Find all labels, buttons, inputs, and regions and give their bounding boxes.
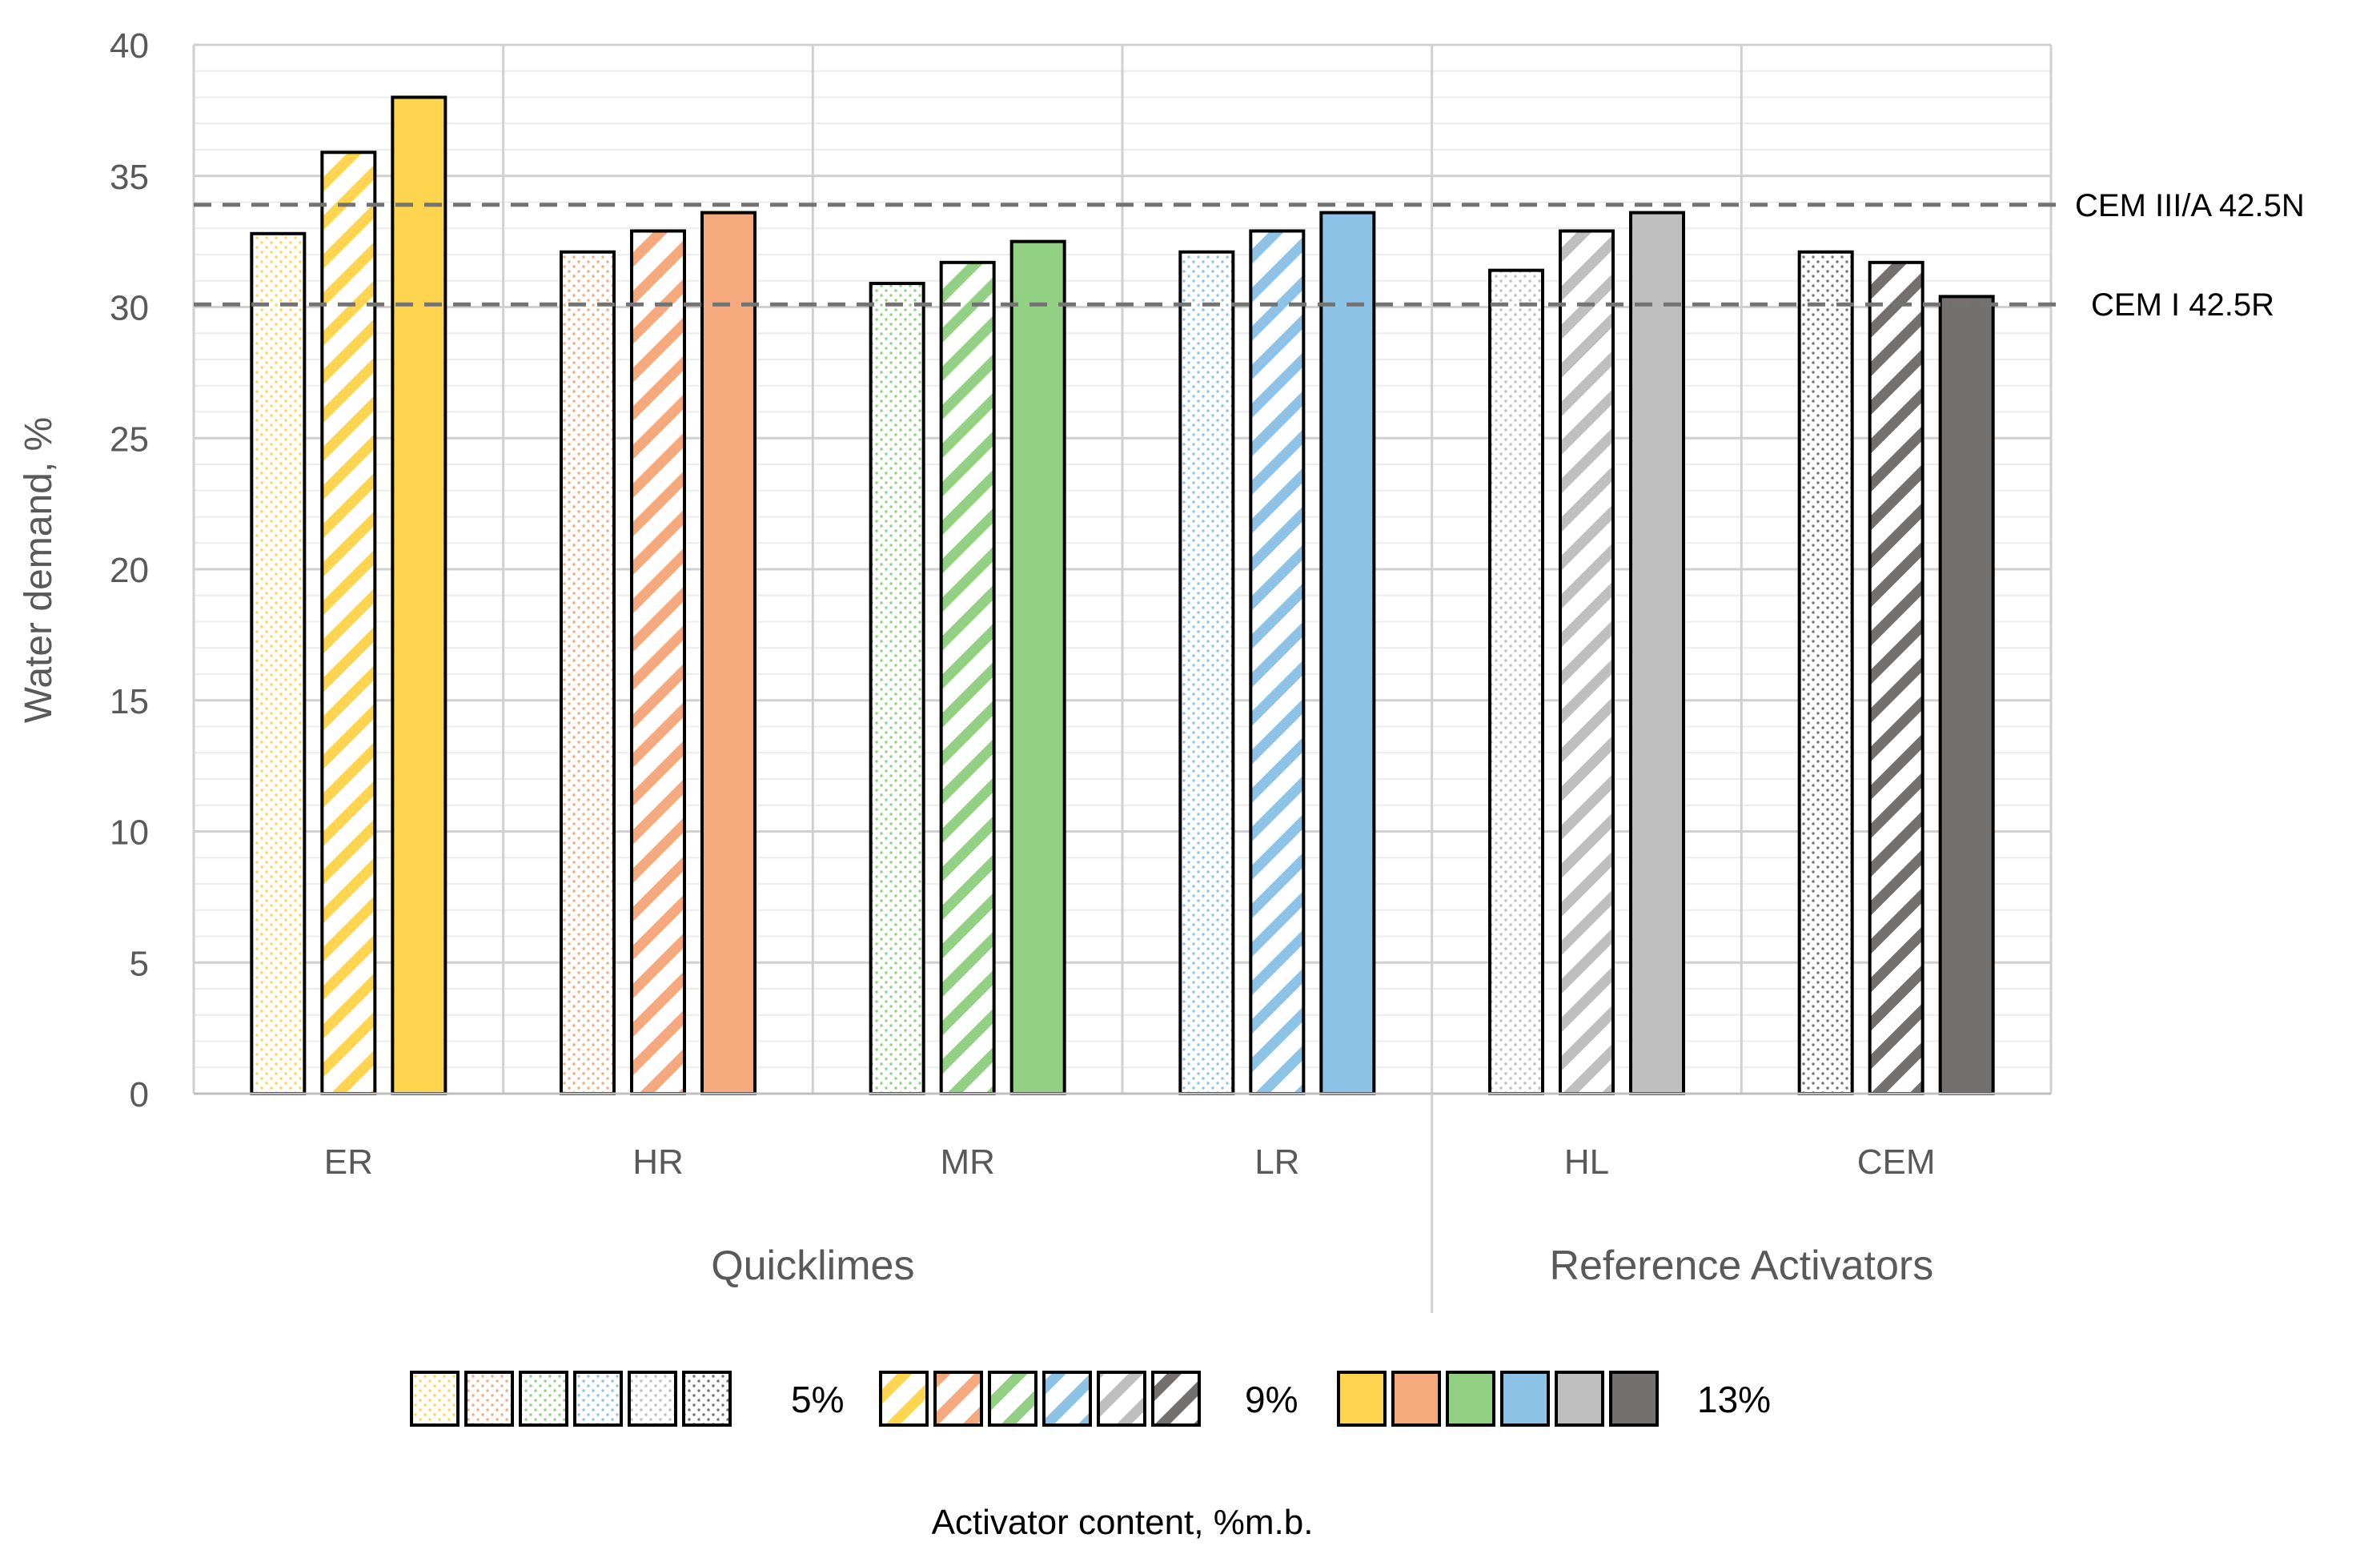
- legend-swatch: [879, 1371, 929, 1427]
- bar-mr-13pct: [1009, 239, 1066, 1095]
- bar-hl-13pct: [1629, 211, 1685, 1096]
- legend-swatch: [988, 1371, 1037, 1427]
- x-axis-label: Activator content, %m.b.: [932, 1503, 1314, 1542]
- y-tick-label: 10: [110, 813, 149, 853]
- legend-label: 9%: [1245, 1379, 1298, 1420]
- bar-hl-5pct: [1488, 268, 1544, 1095]
- legend-swatch: [933, 1371, 983, 1427]
- bar-hr-13pct: [700, 211, 757, 1096]
- legend-swatch: [1446, 1371, 1495, 1427]
- grid: [192, 43, 2053, 1095]
- bar-cem-5pct: [1797, 250, 1854, 1096]
- legend-swatch: [1337, 1371, 1387, 1427]
- legend-swatch: [464, 1371, 514, 1427]
- legend: 5% 9% 13%: [410, 1371, 1771, 1427]
- reference-line-label: CEM III/A 42.5N: [2075, 188, 2305, 223]
- legend-swatch: [573, 1371, 623, 1427]
- axes: 0 5 10 15 20 25 30 35 40 ER HR MR LR HL CEM Quicklimes R…: [110, 26, 2051, 1313]
- bar-cem-13pct: [1938, 295, 1995, 1095]
- legend-swatch: [1042, 1371, 1092, 1427]
- x-tick-label: HL: [1564, 1142, 1609, 1182]
- y-tick-label: 15: [110, 682, 149, 721]
- bar-mr-5pct: [869, 282, 925, 1095]
- bar-er-13pct: [391, 95, 448, 1095]
- y-tick-label: 20: [110, 551, 149, 590]
- bar-er-9pct: [320, 151, 377, 1095]
- bar-hr-5pct: [560, 250, 616, 1096]
- legend-swatch: [519, 1371, 568, 1427]
- x-tick-label: LR: [1254, 1142, 1299, 1182]
- bar-lr-13pct: [1319, 211, 1376, 1096]
- reference-lines: CEM III/A 42.5N CEM I 42.5R: [194, 188, 2305, 323]
- y-tick-label: 25: [110, 420, 149, 459]
- y-axis-label: Water demand, %: [18, 417, 60, 723]
- legend-swatch: [410, 1371, 460, 1427]
- bar-er-5pct: [250, 231, 307, 1095]
- bar-cem-9pct: [1868, 260, 1924, 1096]
- legend-swatch: [682, 1371, 732, 1427]
- legend-swatch: [1609, 1371, 1659, 1427]
- y-tick-label: 5: [130, 944, 149, 983]
- bar-mr-9pct: [939, 260, 996, 1096]
- y-tick-label: 40: [110, 26, 149, 66]
- legend-label: 5%: [791, 1379, 844, 1420]
- bar-hr-9pct: [630, 229, 686, 1095]
- legend-swatch: [1555, 1371, 1604, 1427]
- legend-swatch: [1500, 1371, 1550, 1427]
- bar-lr-9pct: [1249, 229, 1306, 1095]
- legend-swatch: [1151, 1371, 1201, 1427]
- group-label: Quicklimes: [711, 1243, 914, 1289]
- y-tick-label: 30: [110, 289, 149, 328]
- y-tick-label: 0: [130, 1075, 149, 1114]
- y-tick-label: 35: [110, 158, 149, 197]
- x-tick-label: HR: [632, 1142, 684, 1182]
- x-tick-label: ER: [324, 1142, 373, 1182]
- legend-swatch: [1097, 1371, 1146, 1427]
- x-tick-label: CEM: [1857, 1142, 1936, 1182]
- group-label: Reference Activators: [1549, 1243, 1933, 1289]
- legend-label: 13%: [1697, 1379, 1771, 1420]
- legend-swatch: [628, 1371, 677, 1427]
- bar-lr-5pct: [1178, 250, 1235, 1096]
- legend-swatch: [1391, 1371, 1441, 1427]
- x-tick-label: MR: [940, 1142, 994, 1182]
- reference-line-label: CEM I 42.5R: [2091, 287, 2274, 323]
- bars: [250, 95, 1995, 1096]
- bar-hl-9pct: [1559, 229, 1615, 1095]
